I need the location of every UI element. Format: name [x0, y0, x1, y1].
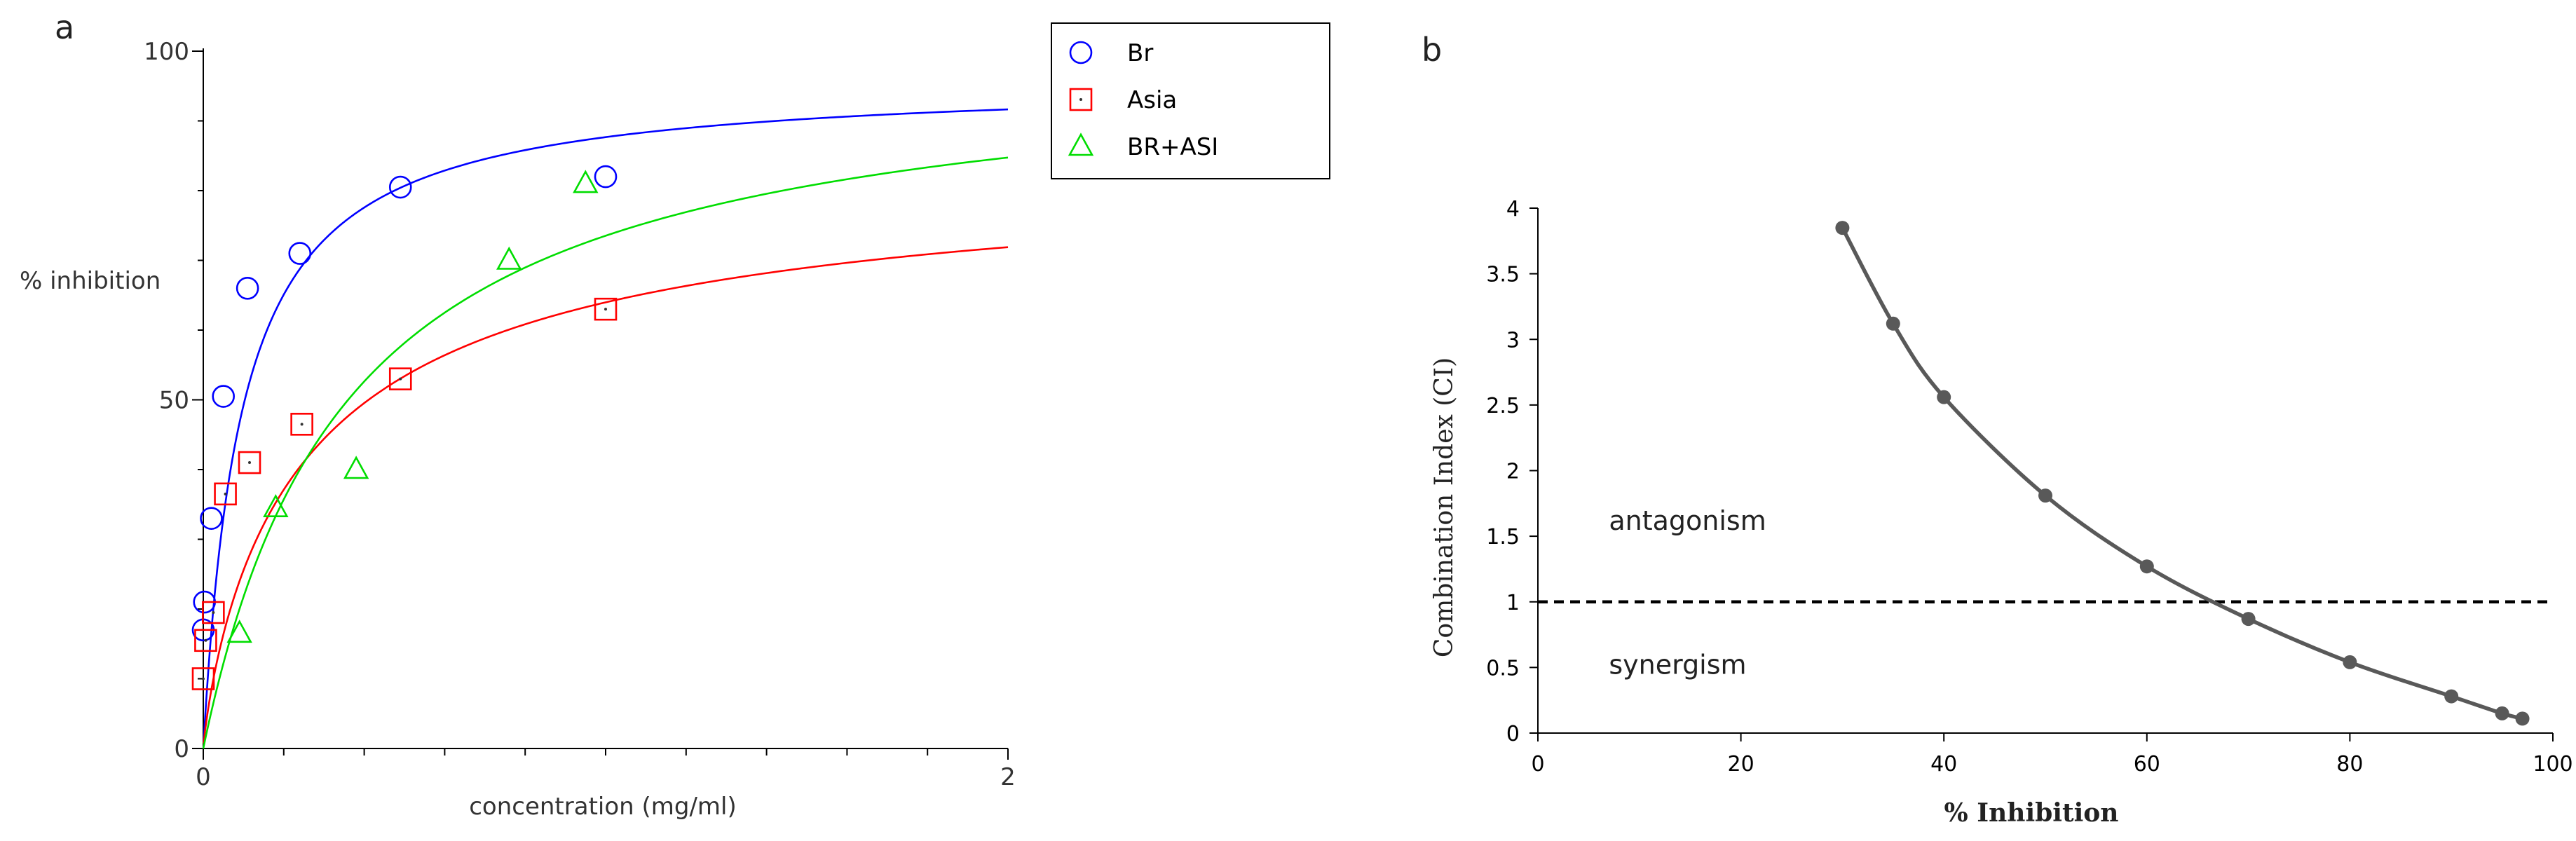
data-point-asia-center	[248, 461, 252, 465]
chart-a-y-axis-label: % inhibition	[20, 267, 161, 295]
fit-curve-asia	[203, 246, 1009, 744]
chart-b-y-tick-label: 0	[1506, 722, 1520, 746]
data-point-asia-center	[399, 377, 402, 381]
data-point-br	[200, 507, 223, 530]
data-point-asia	[191, 667, 215, 690]
data-point-br	[236, 276, 259, 300]
data-point-asia-center	[224, 492, 227, 495]
ci-data-point	[2515, 711, 2530, 726]
chart-b-x-tick-label: 20	[1728, 752, 1754, 777]
legend-marker-asia	[1069, 88, 1093, 111]
data-point-asia	[202, 601, 225, 624]
data-point-asia-center	[604, 308, 607, 311]
legend-label: Asia	[1127, 86, 1177, 114]
ci-data-point	[1835, 221, 1850, 235]
legend-marker-br	[1069, 41, 1093, 64]
data-point-br-asi	[573, 170, 599, 193]
chart-a-x-tick-label: 0	[196, 763, 211, 791]
legend-marker-asia-center	[1079, 98, 1082, 101]
data-point-asia	[238, 451, 261, 474]
chart-b-y-tick-label: 4	[1506, 197, 1520, 221]
chart-a-y-tick-label: 0	[174, 735, 189, 763]
data-point-br	[594, 165, 618, 189]
data-point-asia-center	[300, 423, 304, 426]
ci-data-point	[2343, 655, 2357, 669]
data-point-br-asi	[343, 456, 369, 479]
data-point-asia	[214, 482, 237, 506]
data-point-asia	[594, 297, 618, 321]
chart-a-x-axis-label: concentration (mg/ml)	[469, 793, 737, 821]
data-point-asia-center	[204, 638, 207, 642]
panel-label-a: a	[55, 8, 74, 46]
panel-label-b: b	[1422, 31, 1442, 69]
chart-a-fit-curves	[202, 108, 1009, 749]
chart-b-y-axis-label: Combination Index (CI)	[1430, 357, 1459, 657]
chart-b-x-tick-label: 60	[2134, 752, 2160, 777]
chart-a-legend: Br Asia BR+ASI	[1051, 22, 1330, 179]
data-point-br-asi	[226, 620, 252, 643]
ci-data-point	[2495, 706, 2509, 720]
chart-b-x-tick-label: 0	[1531, 752, 1544, 777]
chart-a-data-points	[191, 165, 618, 690]
ci-data-point	[2241, 612, 2256, 627]
annotation-synergism: synergism	[1609, 650, 1746, 681]
legend-box	[1051, 22, 1330, 179]
chart-a-x-tick-label: 2	[1000, 763, 1016, 791]
fit-curve-br-asi	[202, 156, 1009, 749]
data-point-br	[288, 242, 312, 265]
chart-b-series	[1835, 221, 2530, 726]
chart-a-y-tick-label: 50	[159, 387, 189, 415]
ci-data-point	[1937, 390, 1951, 404]
data-point-asia-center	[212, 610, 215, 614]
data-point-br	[212, 385, 236, 408]
ci-data-point	[1886, 316, 1900, 331]
ci-data-point	[2139, 559, 2154, 574]
legend-label: Br	[1127, 39, 1153, 67]
data-point-br	[388, 175, 412, 199]
chart-b-x-tick-label: 40	[1930, 752, 1957, 777]
fit-curve-br	[203, 108, 1009, 742]
data-point-asia	[388, 367, 412, 390]
chart-b-y-tick-label: 2.5	[1486, 394, 1520, 418]
chart-b-y-tick-label: 1	[1506, 591, 1520, 615]
chart-b-x-tick-label: 100	[2533, 752, 2572, 777]
chart-b-y-tick-label: 1.5	[1486, 525, 1520, 549]
ci-data-point	[2038, 488, 2052, 503]
chart-a-axes: 0 50 100 0 2	[144, 38, 1016, 791]
data-point-br-asi	[263, 494, 289, 518]
chart-b-x-axis-label: % Inhibition	[1944, 798, 2119, 828]
chart-b-annotations: antagonism synergism	[1609, 505, 1766, 681]
chart-b-axes: 00.511.522.533.540 20 40 60 80 100	[1486, 197, 2572, 777]
ci-data-point	[2444, 689, 2459, 704]
data-point-asia	[194, 629, 217, 652]
chart-b-y-tick-label: 2	[1506, 460, 1520, 484]
data-point-asia	[290, 413, 313, 436]
chart-b-x-tick-label: 80	[2336, 752, 2363, 777]
chart-b-y-tick-label: 0.5	[1486, 656, 1520, 681]
chart-b-y-tick-label: 3.5	[1486, 263, 1520, 287]
data-point-br-asi	[496, 246, 522, 270]
chart-a-y-tick-label: 100	[144, 38, 189, 66]
legend-marker-br-asi	[1068, 132, 1094, 156]
chart-b-y-tick-label: 3	[1506, 328, 1520, 353]
ci-curve	[1840, 226, 2523, 721]
legend-label: BR+ASI	[1127, 133, 1218, 161]
chart-b: 00.511.522.533.540 20 40 60 80 100 antagonism…	[1430, 197, 2573, 828]
data-point-asia-center	[202, 677, 205, 681]
annotation-antagonism: antagonism	[1609, 505, 1766, 536]
chart-a: 0 50 100 0 2 concentration (mg/ml) % inhibit…	[20, 22, 1330, 821]
